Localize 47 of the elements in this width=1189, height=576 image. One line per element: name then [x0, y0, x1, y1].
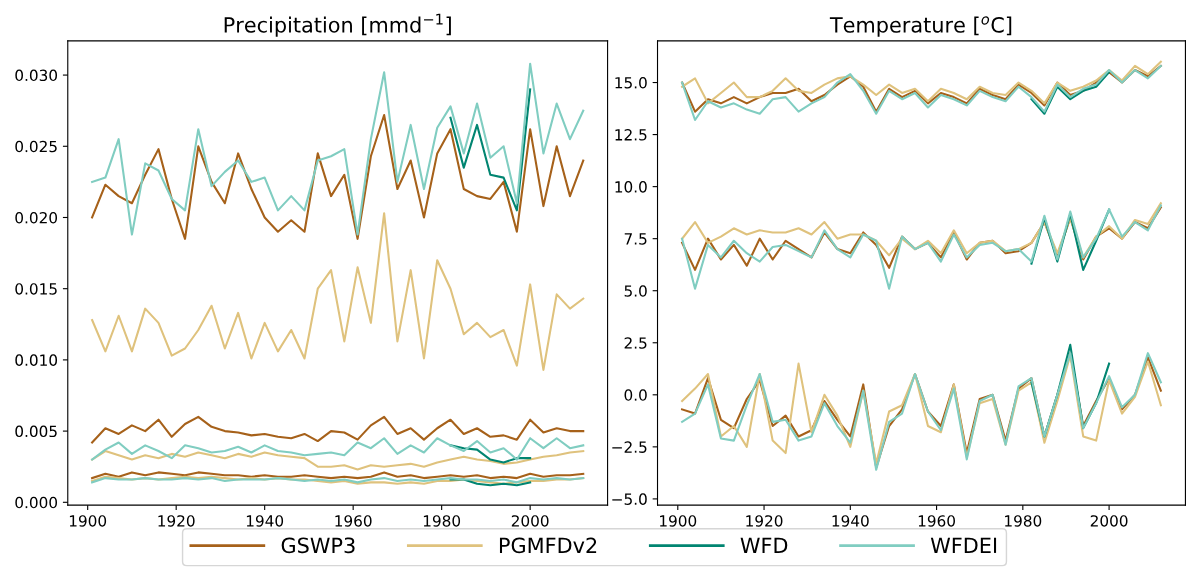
y-tick-label: 10.0 [615, 181, 647, 193]
y-tick-label: 2.5 [624, 337, 647, 349]
x-tick-label: 2000 [511, 515, 549, 527]
line-series [91, 113, 585, 240]
x-tick-label: 1920 [746, 515, 783, 527]
y-tick-label: 12.5 [615, 129, 647, 141]
y-tick-label: 0.000 [15, 496, 58, 509]
y-tick-label: 0.020 [15, 211, 58, 224]
x-tick-label: 1940 [246, 515, 284, 527]
y-tick-label: 7.5 [624, 233, 647, 245]
x-tick-label: 1900 [69, 515, 107, 527]
x-tick-label: 1980 [423, 515, 461, 527]
line-series [681, 64, 1162, 122]
y-tick-label: 0.0 [624, 389, 647, 401]
x-tick-label: 1920 [158, 515, 195, 527]
line-series [449, 88, 532, 212]
line-series [449, 444, 532, 464]
x-tick-label: 1900 [660, 515, 697, 527]
legend-label: GSWP3 [281, 537, 355, 554]
line-series [91, 415, 585, 444]
chart-title: Precipitation [mmd$^{−1}$] [224, 13, 451, 37]
legend-label: WFD [740, 537, 788, 553]
line-series [681, 204, 1162, 290]
legend-label: PGMFDv2 [499, 537, 597, 554]
line-series [91, 212, 585, 371]
y-tick-label: 0.030 [15, 69, 58, 82]
y-tick-label: 0.010 [15, 354, 58, 366]
y-tick-label: −5.0 [612, 493, 647, 505]
x-tick-label: 1960 [918, 515, 955, 527]
y-tick-label: 0.025 [15, 140, 57, 153]
line-series [681, 202, 1162, 259]
y-tick-label: −2.5 [612, 441, 647, 453]
y-tick-label: 0.005 [15, 425, 57, 438]
x-tick-label: 2000 [1090, 515, 1128, 527]
line-series [91, 437, 585, 461]
y-tick-label: 0.015 [15, 283, 57, 295]
line-series [681, 60, 1162, 105]
x-tick-label: 1980 [1005, 515, 1042, 527]
legend-label: WFDEI [930, 537, 997, 553]
line-series [1030, 71, 1111, 115]
line-series [91, 62, 585, 236]
x-tick-label: 1940 [832, 515, 869, 527]
y-tick-label: 5.0 [624, 285, 647, 297]
chart-title: Temperature [$^{o}$C] [829, 16, 1012, 37]
y-tick-label: 15.0 [615, 77, 647, 89]
x-tick-label: 1960 [335, 515, 372, 527]
line-series [1030, 208, 1111, 271]
